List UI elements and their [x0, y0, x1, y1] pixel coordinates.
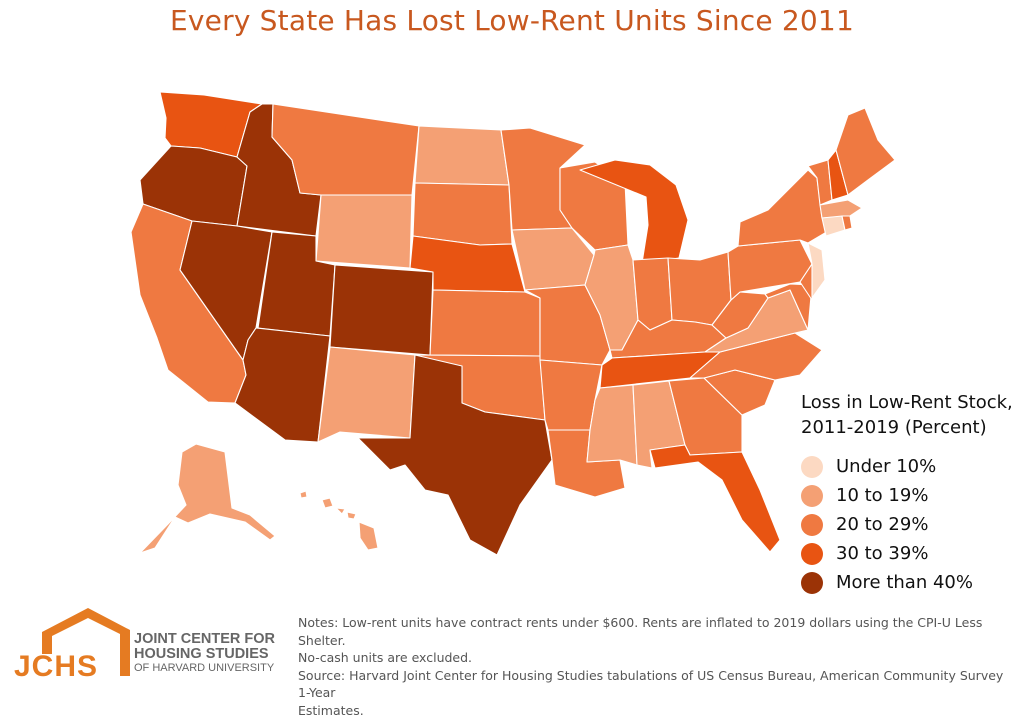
jchs-logo: JCHS [14, 606, 134, 678]
source-line-1: Source: Harvard Joint Center for Housing… [298, 667, 1014, 702]
legend-title: Loss in Low-Rent Stock, 2011-2019 (Perce… [801, 390, 1024, 440]
legend-swatch [801, 485, 823, 507]
state-CO[interactable] [330, 265, 433, 355]
state-AK[interactable] [140, 444, 275, 553]
logo-wordmark: JOINT CENTER FOR HOUSING STUDIES OF HARV… [134, 632, 275, 675]
source-line-2: Estimates. [298, 702, 1014, 719]
legend-swatch [801, 456, 823, 478]
state-IN[interactable] [633, 258, 672, 330]
legend-label: 30 to 39% [836, 543, 928, 564]
logo-abbr: JCHS [14, 650, 98, 678]
legend-item-10-to-19: 10 to 19% [801, 481, 1024, 510]
legend-label: 10 to 19% [836, 485, 928, 506]
legend-items: Under 10% 10 to 19% 20 to 29% 30 to 39% … [801, 452, 1024, 597]
legend-item-20-to-29: 20 to 29% [801, 510, 1024, 539]
state-KS[interactable] [430, 290, 540, 356]
state-NM[interactable] [318, 347, 415, 442]
state-WY[interactable] [316, 195, 412, 268]
legend-item-30-to-39: 30 to 39% [801, 539, 1024, 568]
logo-line-2: HOUSING STUDIES [134, 647, 275, 662]
legend-item-over-40: More than 40% [801, 568, 1024, 597]
state-ND[interactable] [415, 126, 509, 185]
notes-line-1: Notes: Low-rent units have contract rent… [298, 614, 1014, 649]
legend-label: More than 40% [836, 572, 973, 593]
legend-item-under-10: Under 10% [801, 452, 1024, 481]
legend-swatch [801, 543, 823, 565]
state-FL[interactable] [650, 445, 780, 552]
state-CT[interactable] [822, 216, 845, 236]
state-ME[interactable] [836, 108, 895, 195]
legend-swatch [801, 514, 823, 536]
state-AZ[interactable] [235, 328, 330, 442]
notes-line-2: No-cash units are excluded. [298, 649, 1014, 667]
state-NY[interactable] [738, 170, 830, 246]
legend-swatch [801, 572, 823, 594]
notes: Notes: Low-rent units have contract rent… [298, 614, 1014, 719]
logo-line-1: JOINT CENTER FOR [134, 632, 275, 647]
logo-line-3: OF HARVARD UNIVERSITY [134, 662, 275, 675]
state-HI[interactable] [300, 491, 378, 550]
state-SD[interactable] [413, 183, 512, 245]
legend-label: Under 10% [836, 456, 936, 477]
legend-label: 20 to 29% [836, 514, 928, 535]
map-legend: Loss in Low-Rent Stock, 2011-2019 (Perce… [801, 390, 1024, 597]
